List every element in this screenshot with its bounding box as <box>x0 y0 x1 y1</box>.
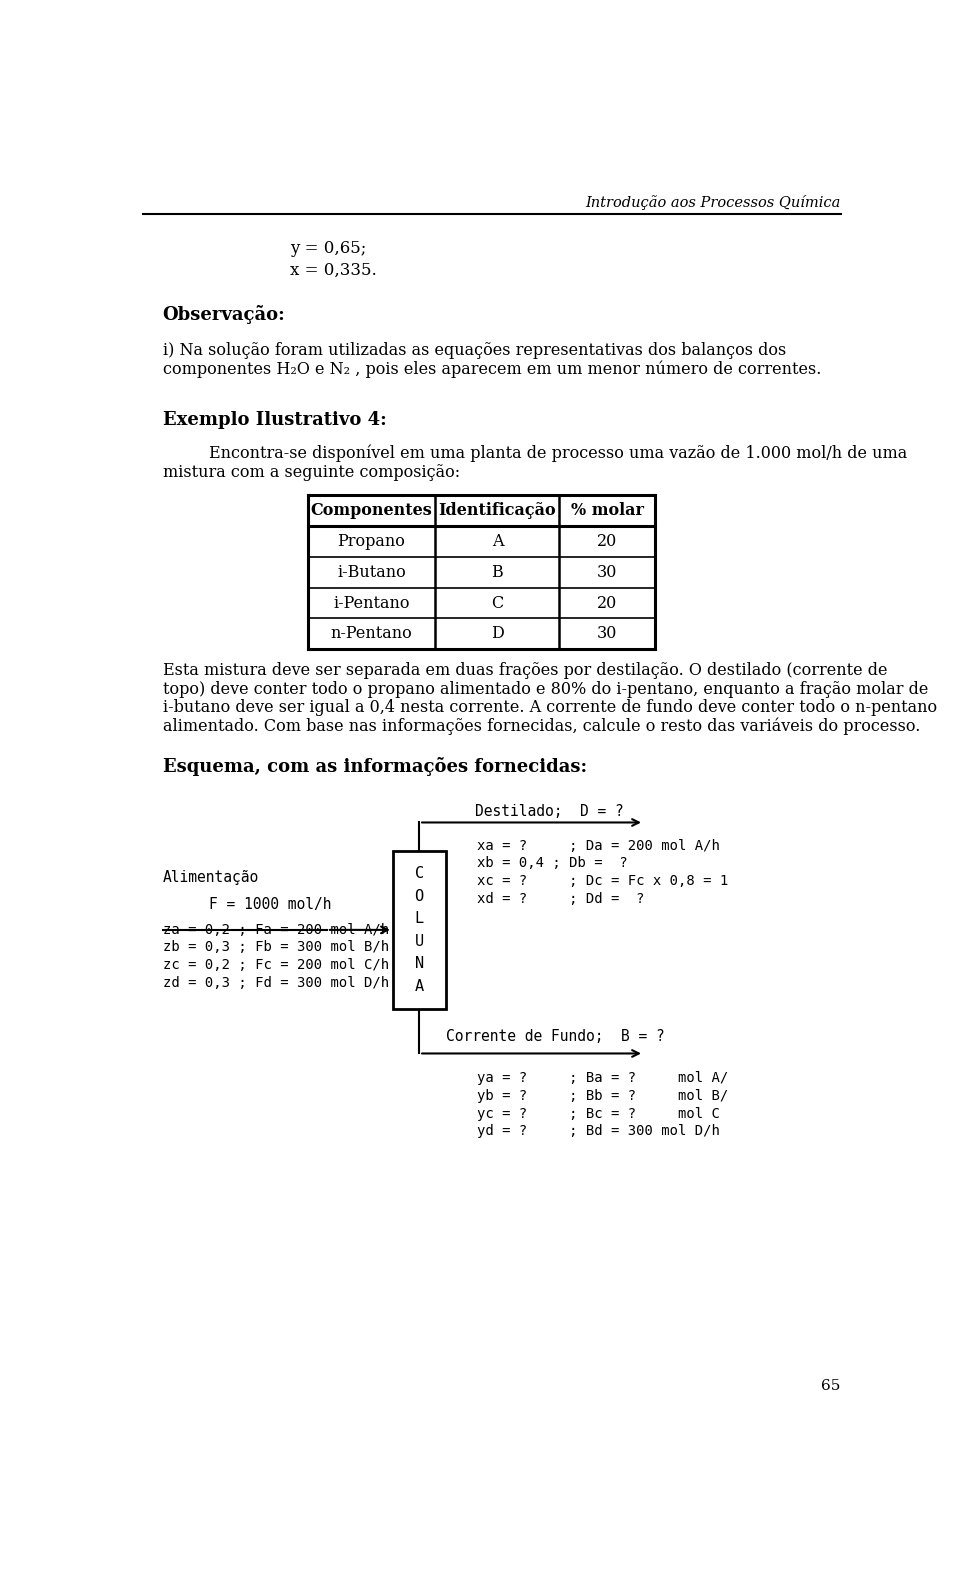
Text: 20: 20 <box>597 595 617 612</box>
Text: Destilado;  D = ?: Destilado; D = ? <box>475 804 624 820</box>
Text: Componentes: Componentes <box>311 502 432 519</box>
Text: Esquema, com as informações fornecidas:: Esquema, com as informações fornecidas: <box>162 757 587 775</box>
Text: A: A <box>415 978 423 994</box>
Text: U: U <box>415 934 423 949</box>
Text: N: N <box>415 956 423 971</box>
Text: L: L <box>415 911 423 926</box>
Text: topo) deve conter todo o propano alimentado e 80% do i-pentano, enquanto a fraçã: topo) deve conter todo o propano aliment… <box>162 681 928 698</box>
Text: yb = ?     ; Bb = ?     mol B/: yb = ? ; Bb = ? mol B/ <box>477 1089 729 1103</box>
Text: componentes H₂O e N₂ , pois eles aparecem em um menor número de correntes.: componentes H₂O e N₂ , pois eles aparece… <box>162 360 821 378</box>
Text: 65: 65 <box>822 1380 841 1394</box>
Text: yd = ?     ; Bd = 300 mol D/h: yd = ? ; Bd = 300 mol D/h <box>477 1125 720 1139</box>
Text: yc = ?     ; Bc = ?     mol C: yc = ? ; Bc = ? mol C <box>477 1106 720 1120</box>
Text: O: O <box>415 889 423 903</box>
Text: C: C <box>492 595 504 612</box>
Text: % molar: % molar <box>570 502 643 519</box>
Text: C: C <box>415 867 423 881</box>
Bar <box>393 851 445 1008</box>
Text: Corrente de Fundo;  B = ?: Corrente de Fundo; B = ? <box>446 1029 665 1044</box>
Text: i-Pentano: i-Pentano <box>333 595 410 612</box>
Text: ya = ?     ; Ba = ?     mol A/: ya = ? ; Ba = ? mol A/ <box>477 1071 729 1085</box>
Text: n-Pentano: n-Pentano <box>330 626 413 642</box>
Text: Propano: Propano <box>338 533 405 551</box>
Text: Introdução aos Processos Química: Introdução aos Processos Química <box>586 195 841 211</box>
Text: Encontra-se disponível em uma planta de processo uma vazão de 1.000 mol/h de uma: Encontra-se disponível em uma planta de … <box>209 445 907 462</box>
Text: Observação:: Observação: <box>162 305 285 324</box>
Text: 30: 30 <box>597 626 617 642</box>
Text: B: B <box>492 563 503 580</box>
Text: xc = ?     ; Dc = Fc x 0,8 = 1: xc = ? ; Dc = Fc x 0,8 = 1 <box>477 875 729 889</box>
Text: mistura com a seguinte composição:: mistura com a seguinte composição: <box>162 464 460 481</box>
Text: zd = 0,3 ; Fd = 300 mol D/h: zd = 0,3 ; Fd = 300 mol D/h <box>162 975 389 989</box>
Text: xd = ?     ; Dd =  ?: xd = ? ; Dd = ? <box>477 892 645 906</box>
Text: Alimentação: Alimentação <box>162 870 259 886</box>
Text: 20: 20 <box>597 533 617 551</box>
Text: zb = 0,3 ; Fb = 300 mol B/h: zb = 0,3 ; Fb = 300 mol B/h <box>162 941 389 955</box>
Text: y = 0,65;: y = 0,65; <box>291 241 367 258</box>
Text: i-butano deve ser igual a 0,4 nesta corrente. A corrente de fundo deve conter to: i-butano deve ser igual a 0,4 nesta corr… <box>162 700 937 716</box>
Text: A: A <box>492 533 503 551</box>
Text: F = 1000 mol/h: F = 1000 mol/h <box>209 897 331 912</box>
Text: xb = 0,4 ; Db =  ?: xb = 0,4 ; Db = ? <box>477 856 628 870</box>
Text: zc = 0,2 ; Fc = 200 mol C/h: zc = 0,2 ; Fc = 200 mol C/h <box>162 958 389 972</box>
Text: Exemplo Ilustrativo 4:: Exemplo Ilustrativo 4: <box>162 411 386 429</box>
Text: xa = ?     ; Da = 200 mol A/h: xa = ? ; Da = 200 mol A/h <box>477 838 720 853</box>
Text: x = 0,335.: x = 0,335. <box>291 261 377 278</box>
Text: za = 0,2 ; Fa = 200 mol A/h: za = 0,2 ; Fa = 200 mol A/h <box>162 922 389 936</box>
Text: Identificação: Identificação <box>439 502 556 519</box>
Text: Esta mistura deve ser separada em duas frações por destilação. O destilado (corr: Esta mistura deve ser separada em duas f… <box>162 662 887 680</box>
Text: alimentado. Com base nas informações fornecidas, calcule o resto das variáveis d: alimentado. Com base nas informações for… <box>162 717 920 735</box>
Text: 30: 30 <box>597 563 617 580</box>
Text: i) Na solução foram utilizadas as equações representativas dos balanços dos: i) Na solução foram utilizadas as equaçõ… <box>162 341 786 359</box>
Text: D: D <box>492 626 504 642</box>
Text: i-Butano: i-Butano <box>337 563 406 580</box>
